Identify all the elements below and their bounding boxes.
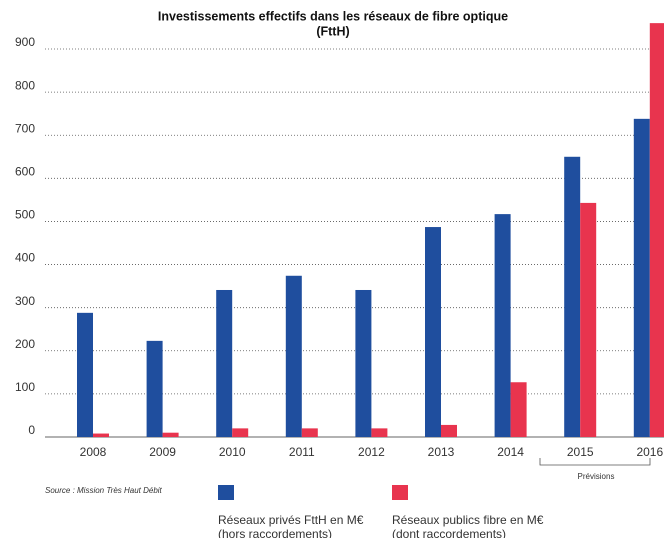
legend-label: Réseaux publics fibre en M€ bbox=[392, 513, 544, 527]
source: Source : Mission Très Haut Débit bbox=[45, 486, 163, 495]
bar bbox=[232, 428, 249, 437]
y-tick-label: 0 bbox=[28, 423, 35, 437]
y-tick-label: 200 bbox=[15, 337, 35, 351]
bar bbox=[494, 214, 511, 437]
x-tick-label: 2010 bbox=[219, 445, 246, 459]
y-tick-label: 400 bbox=[15, 251, 35, 265]
bar bbox=[285, 275, 302, 437]
forecast-bracket bbox=[539, 458, 651, 466]
bar bbox=[355, 289, 372, 437]
y-tick-label: 500 bbox=[15, 208, 35, 222]
bar bbox=[162, 432, 179, 437]
bar bbox=[564, 156, 581, 437]
chart-subtitle: (FttH) bbox=[316, 24, 349, 38]
bar bbox=[649, 23, 664, 438]
legend-detail: (dont raccordements) bbox=[392, 527, 506, 538]
bar bbox=[371, 428, 388, 437]
y-tick-label: 300 bbox=[15, 294, 35, 308]
legend-swatch bbox=[392, 485, 408, 500]
y-tick-label: 900 bbox=[15, 35, 35, 49]
x-tick-label: 2013 bbox=[428, 445, 455, 459]
bar bbox=[146, 340, 163, 437]
bar bbox=[510, 382, 527, 437]
x-tick-label: 2015 bbox=[567, 445, 594, 459]
y-tick-label: 700 bbox=[15, 121, 35, 135]
x-tick-label: 2008 bbox=[80, 445, 107, 459]
bar bbox=[77, 312, 93, 437]
x-tick-label: 2012 bbox=[358, 445, 385, 459]
x-tick-label: 2016 bbox=[636, 445, 663, 459]
y-tick-label: 800 bbox=[15, 78, 35, 92]
legend-swatch bbox=[218, 485, 234, 500]
x-tick-label: 2011 bbox=[289, 445, 315, 459]
bar bbox=[580, 202, 597, 437]
bar bbox=[93, 433, 109, 437]
y-tick-label: 600 bbox=[15, 165, 35, 179]
bar bbox=[633, 118, 650, 437]
x-tick-label: 2009 bbox=[149, 445, 176, 459]
bar bbox=[425, 227, 441, 437]
y-tick-label: 100 bbox=[15, 380, 35, 394]
x-tick-label: 2014 bbox=[497, 445, 524, 459]
chart-title: Investissements effectifs dans les résea… bbox=[158, 9, 508, 23]
bar bbox=[301, 428, 318, 437]
legend-label: Réseaux privés FttH en M€ bbox=[218, 513, 364, 527]
annotation: Prévisions bbox=[578, 472, 615, 481]
bar bbox=[216, 289, 233, 437]
legend-detail: (hors raccordements) bbox=[218, 527, 332, 538]
bar bbox=[441, 424, 457, 437]
